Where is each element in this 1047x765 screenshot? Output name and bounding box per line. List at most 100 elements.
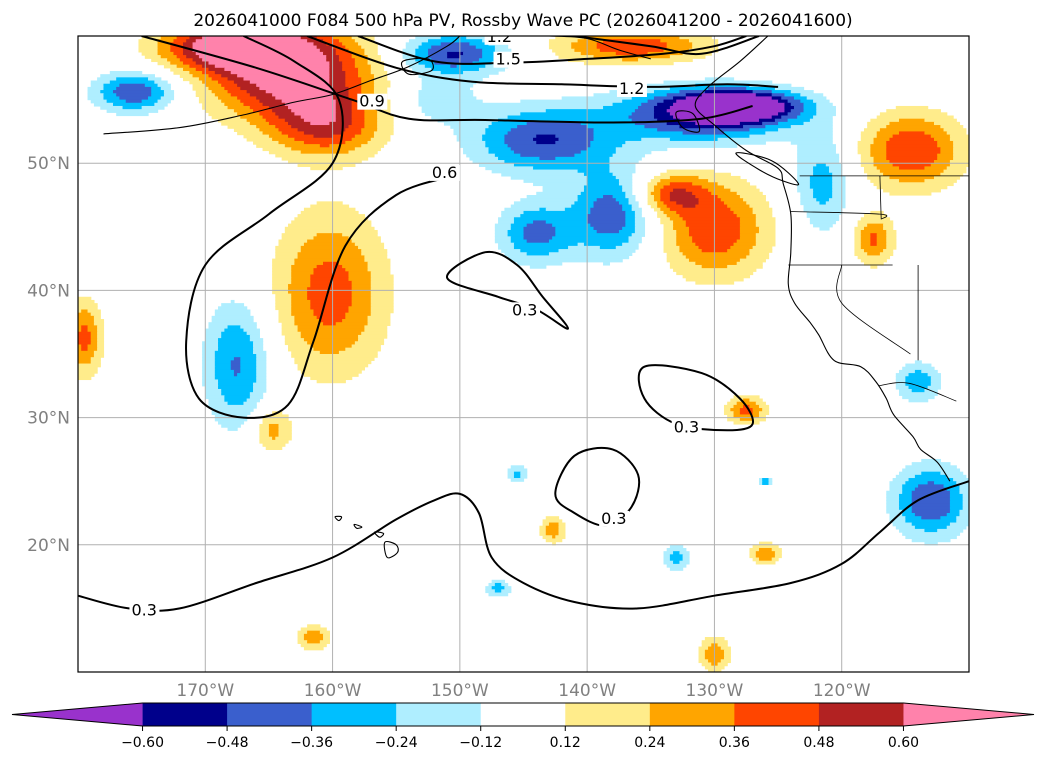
pv-cell-237: [421, 80, 477, 85]
pv-cell-1292: [364, 328, 388, 333]
pv-cell-466: [653, 115, 674, 120]
pv-cell-1019: [870, 233, 878, 237]
pv-cell-151: [329, 61, 343, 66]
pv-cell-233: [329, 80, 346, 85]
pv-cell-929: [587, 217, 626, 222]
pv-cell-711: [816, 163, 827, 167]
pv-cell-909: [733, 210, 754, 215]
pv-contour-5: [141, 36, 753, 124]
pv-cell-72: [170, 48, 184, 53]
pv-cell-1164: [348, 271, 372, 276]
pv-cell-722: [797, 166, 814, 171]
pv-cell-834: [669, 195, 696, 199]
pv-cell-232: [249, 80, 330, 85]
pv-cell-1454: [224, 395, 251, 400]
pv-cell-1085: [679, 245, 700, 250]
pv-cell-734: [797, 169, 814, 174]
pv-cell-51: [138, 45, 159, 50]
pv-cell-699: [609, 160, 639, 164]
pv-cell-129: [151, 58, 168, 63]
pv-cell-1037: [870, 236, 878, 241]
pv-cell-804: [673, 188, 687, 193]
pv-cell-139: [415, 58, 432, 63]
contour-label-2: 0.3: [674, 417, 699, 436]
pv-cell-835: [695, 195, 719, 199]
pv-cell-816: [650, 191, 661, 196]
pv-cell-1008: [507, 233, 525, 237]
pv-cell-362: [520, 99, 623, 104]
pv-cell-1031: [676, 236, 693, 241]
pv-cell-920: [666, 214, 681, 218]
pv-cell-994: [618, 229, 636, 234]
pv-cell-1483: [211, 411, 251, 416]
pv-cell-1272: [367, 322, 391, 326]
pv-cell-569: [898, 131, 926, 136]
pv-cell-1507: [227, 427, 238, 431]
pv-cell-532: [790, 125, 833, 129]
pv-cell-526: [517, 125, 588, 129]
pv-cell-442: [364, 112, 378, 117]
pv-cell-92: [183, 51, 197, 56]
pv-cell-692: [873, 156, 887, 161]
pv-cell-1475: [749, 404, 760, 409]
pv-cell-761: [934, 175, 961, 180]
pv-cell-728: [924, 166, 948, 171]
pv-cell-963: [673, 223, 687, 228]
pv-cell-323: [87, 96, 105, 101]
pv-cell-1053: [854, 239, 862, 244]
contour-label-8: 1.2: [619, 79, 644, 98]
pv-cell-741: [583, 172, 614, 177]
pv-cell-985: [854, 226, 865, 231]
pv-cell-1112: [666, 252, 684, 257]
pv-cell-1197: [307, 290, 353, 295]
pv-cell-750: [510, 175, 588, 180]
pv-cell-652: [797, 147, 836, 152]
contour-label-7: 1.5: [495, 50, 520, 69]
pv-cell-1104: [863, 249, 884, 253]
pv-cell-1051: [736, 239, 757, 244]
pv-cell-1494: [758, 414, 766, 419]
pv-cell-1041: [307, 239, 353, 244]
pv-cell-1688: [307, 624, 321, 629]
pv-cell-1312: [90, 338, 98, 342]
pv-cell-749: [940, 172, 964, 177]
pv-cell-973: [510, 226, 525, 231]
colorbar-segment-2: [227, 703, 313, 726]
pv-cell-575: [313, 134, 334, 139]
pv-cell-755: [698, 175, 741, 180]
pv-cell-172: [450, 64, 458, 69]
pv-cell-1108: [361, 252, 388, 257]
pv-cell-1533: [921, 471, 941, 476]
pv-cell-1034: [755, 236, 776, 241]
pv-cell-245: [205, 83, 222, 88]
pv-cell-859: [593, 201, 620, 206]
pv-cell-1532: [898, 471, 922, 476]
pv-cell-334: [348, 96, 365, 101]
pv-cell-1502: [733, 420, 760, 425]
pv-cell-521: [348, 125, 365, 129]
pv-cell-1040: [278, 239, 308, 244]
pv-cell-1221: [291, 303, 311, 307]
pv-cell-1044: [510, 239, 528, 244]
pv-cell-243: [157, 83, 171, 88]
pv-cell-1399: [233, 369, 241, 374]
map-frame: [77, 35, 970, 673]
pv-cell-1689: [300, 627, 327, 632]
pv-cell-1612: [542, 519, 563, 524]
pv-cell-514: [867, 121, 891, 126]
pv-cell-1170: [348, 274, 372, 279]
pv-cell-1537: [520, 474, 528, 479]
pv-cell-1427: [316, 379, 346, 384]
pv-cell-413: [895, 105, 929, 110]
colorbar-segment-9: [818, 703, 904, 726]
contour-label-4: 0.6: [432, 163, 457, 182]
pv-cell-210: [418, 74, 490, 78]
pv-cell-1161: [272, 271, 292, 276]
pv-cell-265: [240, 86, 260, 91]
pv-cell-1726: [717, 662, 728, 667]
pv-cell-1130: [666, 258, 690, 263]
pv-cell-1071: [854, 242, 862, 247]
pv-cell-794: [797, 185, 811, 190]
pv-cell-1498: [739, 417, 754, 422]
pv-cell-777: [647, 182, 658, 187]
